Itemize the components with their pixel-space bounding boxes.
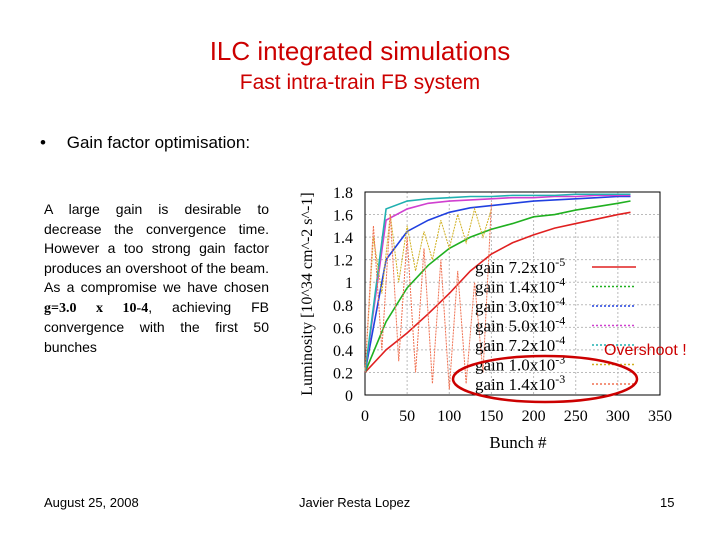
legend-label-7: gain 1.4x10-3 — [475, 372, 565, 394]
x-tick-label: 150 — [479, 408, 503, 425]
legend-label-4: gain 5.0x10-4 — [475, 314, 565, 336]
series-line-6 — [364, 207, 492, 373]
legend-label-2: gain 1.4x10-4 — [475, 275, 565, 297]
slide-title: ILC integrated simulations — [209, 36, 511, 66]
y-tick-label: 0.4 — [333, 343, 353, 360]
x-tick-label: 100 — [437, 408, 461, 425]
paragraph-text-after: , achieving FB convergence with the firs… — [44, 298, 269, 355]
x-tick-label: 250 — [564, 408, 588, 425]
luminosity-chart: 0 0.2 0.4 0.6 0.8 1 1.2 1.4 1.6 1.8 0 50 100 150 200 25… — [299, 185, 672, 452]
legend-label-3: gain 3.0x10-4 — [475, 294, 565, 316]
y-tick-label: 0.6 — [333, 320, 353, 337]
page-number: 15 — [660, 495, 675, 510]
y-tick-label: 1 — [345, 275, 353, 292]
bullet-item: • Gain factor optimisation: — [40, 133, 250, 153]
gain-value: g=3.0 x 10-4 — [44, 300, 149, 316]
x-tick-label: 0 — [361, 408, 369, 425]
series-line-3 — [364, 195, 631, 373]
x-tick-label: 200 — [522, 408, 546, 425]
y-tick-label: 1.2 — [333, 253, 353, 270]
y-axis-label: Luminosity [10^34 cm^-2 s^-1] — [299, 192, 316, 395]
y-tick-label: 0.2 — [333, 365, 353, 382]
bullet-dot-icon: • — [40, 133, 46, 152]
series-line-7 — [364, 203, 492, 390]
overshoot-highlight — [451, 354, 639, 404]
y-tick-label: 1.6 — [333, 208, 353, 225]
overshoot-annotation: Overshoot ! — [604, 342, 687, 359]
footer-date: August 25, 2008 — [44, 495, 139, 510]
x-tick-label: 300 — [606, 408, 630, 425]
bullet-text: Gain factor optimisation: — [66, 133, 251, 152]
y-tick-label: 0 — [345, 388, 353, 405]
footer-author: Javier Resta Lopez — [299, 495, 411, 510]
series-line-5 — [364, 193, 631, 373]
series-line-2 — [364, 200, 631, 373]
slide-subtitle: Fast intra-train FB system — [239, 71, 481, 94]
x-tick-label: 50 — [399, 408, 415, 425]
legend-label-1: gain 7.2x10-5 — [475, 255, 565, 277]
legend-label-5: gain 7.2x10-4 — [475, 333, 565, 355]
x-axis-label: Bunch # — [489, 433, 547, 452]
series-line-4 — [364, 194, 631, 373]
y-tick-label: 1.8 — [333, 185, 353, 202]
series-line-1 — [364, 211, 631, 373]
series-layer — [364, 193, 631, 390]
x-tick-label: 350 — [648, 408, 672, 425]
paragraph-text-before: A large gain is desirable to decrease th… — [44, 201, 269, 295]
plot-area-frame — [364, 191, 661, 396]
description-paragraph: A large gain is desirable to decrease th… — [44, 200, 269, 357]
axis-ticks: 0 0.2 0.4 0.6 0.8 1 1.2 1.4 1.6 1.8 0 50 100 150 200 25… — [333, 185, 672, 425]
y-tick-label: 1.4 — [333, 230, 353, 247]
y-tick-label: 0.8 — [333, 298, 353, 315]
